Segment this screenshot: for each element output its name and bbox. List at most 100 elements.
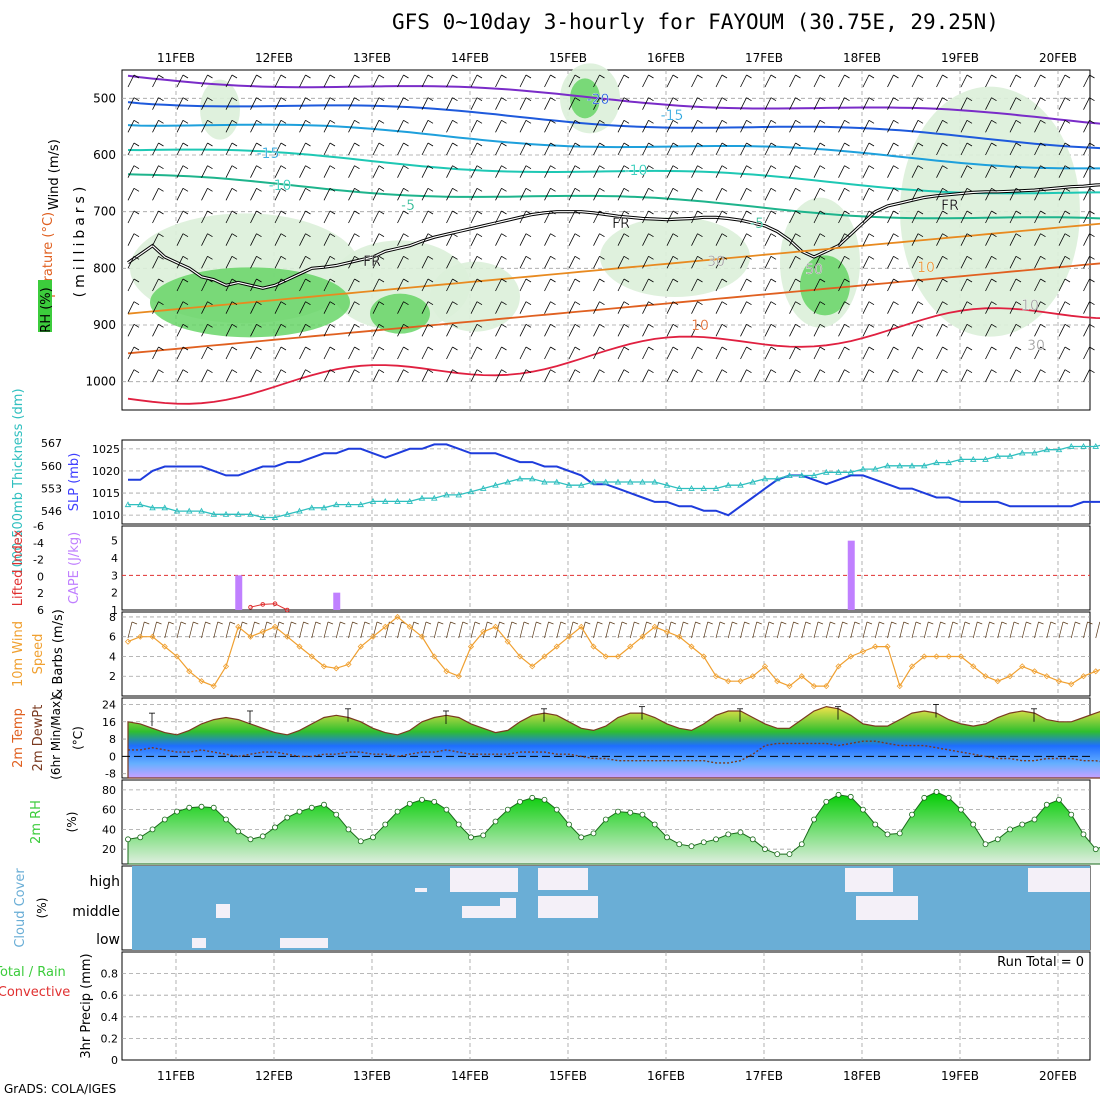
wind-barb-flag	[1089, 369, 1095, 374]
rh-point	[1043, 801, 1050, 808]
wind-barb-flag	[964, 621, 971, 625]
wind-barb	[1058, 369, 1066, 382]
wind-barb	[1058, 142, 1066, 156]
wind-barb	[715, 210, 723, 224]
thickness-marker	[1043, 446, 1051, 453]
wind-barb-flag	[523, 621, 530, 625]
wind-barb	[936, 210, 943, 224]
rh-legend-swatch	[38, 280, 52, 332]
wind-speed-marker	[872, 643, 879, 650]
wind-barb-flag	[1064, 233, 1071, 238]
wind-barb	[1058, 74, 1066, 88]
wind-barb	[470, 346, 478, 360]
wind-barb-flag	[942, 165, 948, 170]
wind-barb	[397, 324, 404, 337]
ylabel-cape: CAPE (J/kg)	[67, 532, 82, 604]
wind-barb-flag	[1064, 278, 1071, 283]
wind-barb	[593, 301, 600, 314]
rh-point	[394, 808, 401, 815]
wind-speed-marker	[859, 648, 867, 655]
wind-barb-flag	[1040, 278, 1046, 283]
wind-barb	[666, 621, 672, 639]
wind-barb	[544, 621, 549, 639]
wind-barb-flag	[403, 74, 409, 79]
wind-barb	[740, 74, 747, 88]
wind-speed-marker	[810, 683, 818, 690]
wind-barb	[985, 165, 992, 178]
precip-tick-label: 0.4	[101, 1011, 119, 1024]
wind-barb-flag	[452, 165, 458, 170]
wind-barb-flag	[746, 323, 752, 328]
wind-barb-flag	[403, 255, 409, 260]
wind-barb-flag	[378, 210, 385, 215]
wind-barb	[911, 97, 919, 110]
wind-barb	[764, 165, 772, 178]
wind-barb-flag	[966, 233, 973, 238]
wind-barb-flag	[452, 323, 458, 328]
wind-barb	[323, 165, 331, 178]
wind-barb-flag	[621, 621, 628, 625]
wind-barb-flag	[819, 187, 826, 192]
wind-barb-flag	[305, 97, 311, 102]
wind-speed-marker	[418, 633, 426, 640]
wind-barb	[152, 278, 159, 292]
wind-barb	[789, 188, 796, 201]
wind-barb-flag	[648, 165, 654, 170]
thickness-marker	[161, 504, 169, 511]
wind-barb	[152, 97, 159, 110]
wind-barb	[152, 120, 159, 133]
wind-barb-flag	[770, 165, 777, 170]
wind-barb-flag	[231, 233, 238, 238]
wind-barb-flag	[893, 119, 899, 124]
wind-barb-flag	[844, 187, 850, 192]
wind-barb	[813, 120, 821, 133]
wind-barb	[274, 278, 282, 292]
wind-barb-flag	[182, 369, 189, 374]
wind-barb	[813, 621, 819, 639]
wind-barb	[887, 142, 894, 156]
wind-barb-flag	[868, 210, 875, 215]
wind-barb	[446, 165, 453, 178]
wind-speed-marker	[394, 613, 401, 621]
wind-barb	[691, 210, 698, 224]
wind-barb	[1034, 621, 1039, 639]
wind-barb-flag	[721, 119, 728, 124]
ylabel-precip-total: Total / Rain	[0, 965, 66, 980]
wind-barb-flag	[623, 301, 630, 306]
wind-barb-flag	[315, 621, 321, 625]
wind-barb-flag	[501, 233, 507, 238]
wind-barb-flag	[550, 301, 556, 306]
wind-barb-flag	[1040, 142, 1046, 147]
isotherm-line	[127, 148, 1100, 195]
wind-barb-flag	[501, 369, 507, 374]
wind-barb-flag	[893, 255, 899, 260]
wind-barb	[887, 621, 892, 639]
wind-barb	[274, 369, 282, 382]
rh-point	[406, 800, 413, 807]
wind-barb	[936, 278, 943, 292]
wind-barb-flag	[623, 165, 630, 170]
wind-barb-flag	[721, 278, 728, 283]
precip-tick-label: 0.6	[101, 989, 119, 1002]
wind-barb-flag	[844, 74, 850, 79]
wind-barb	[176, 165, 184, 178]
wind-barb-flag	[256, 369, 262, 374]
wind-barb-flag	[623, 346, 630, 351]
wind-barb	[936, 256, 943, 269]
rh-point	[284, 814, 291, 821]
wind-barb	[274, 210, 282, 224]
temp-tick-label: 24	[102, 698, 116, 711]
date-label-bottom: 13FEB	[353, 1069, 391, 1083]
wind-barb-flag	[452, 74, 458, 79]
wind-barb	[274, 120, 282, 133]
wind-barb-flag	[952, 621, 958, 625]
wind-barb	[1058, 97, 1066, 110]
rh-point	[1007, 826, 1013, 833]
wind-barb	[348, 301, 355, 314]
ylabel-cloud: Cloud Cover	[13, 868, 28, 948]
wind-barb-flag	[329, 278, 336, 283]
wind-barb-flag	[819, 369, 826, 374]
wind-barb-flag	[217, 621, 223, 625]
wind-barb	[642, 120, 649, 133]
contour-label: -15	[661, 108, 684, 124]
